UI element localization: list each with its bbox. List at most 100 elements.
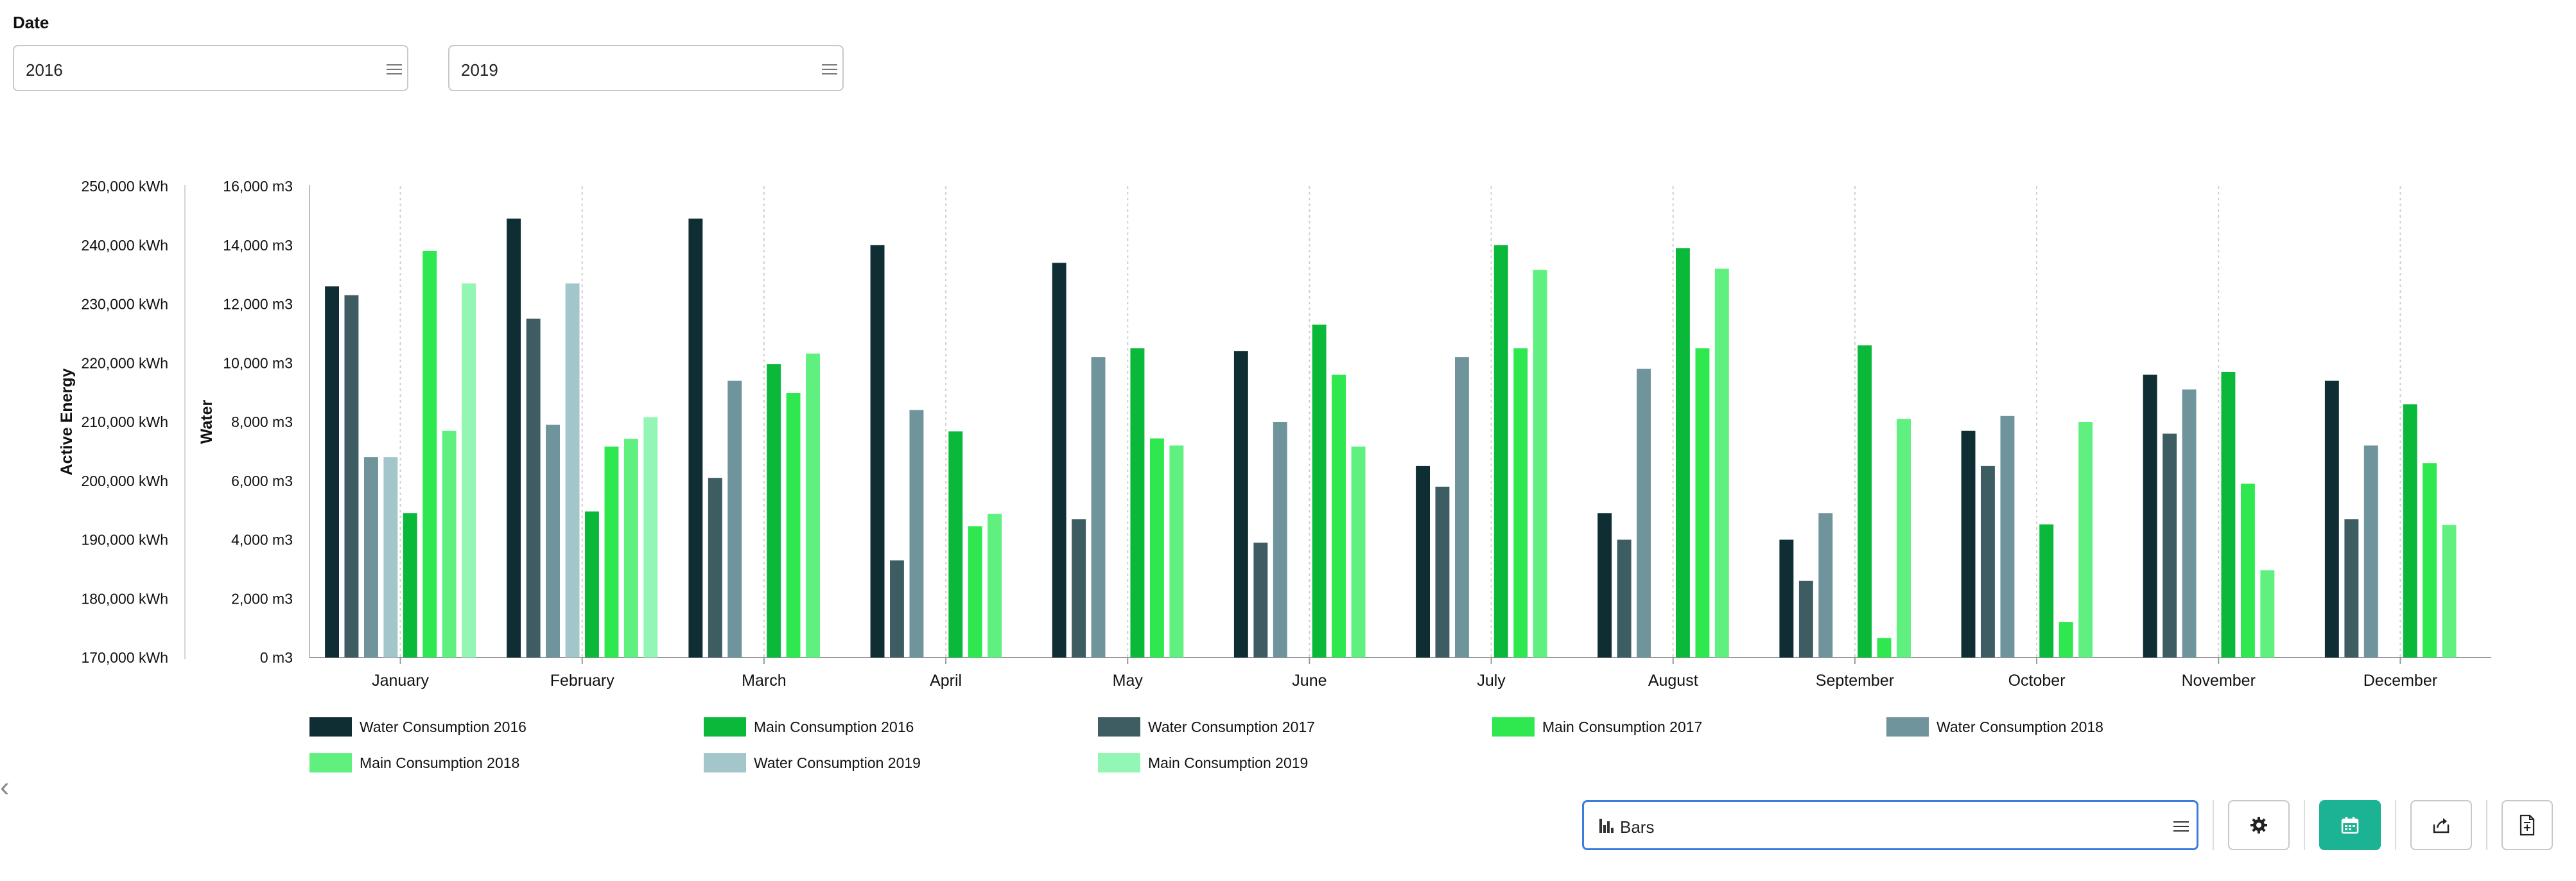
bar <box>2260 570 2275 658</box>
bar <box>1779 539 1794 658</box>
menu-icon <box>2173 821 2189 832</box>
bar <box>585 511 599 658</box>
legend-label: Main Consumption 2017 <box>1542 718 1703 735</box>
bar <box>2363 445 2378 658</box>
legend-label: Main Consumption 2018 <box>360 754 520 771</box>
energy-tick-label: 230,000 kWh <box>81 296 168 313</box>
legend-item[interactable]: Main Consumption 2017 <box>1492 714 1702 740</box>
bar <box>2442 525 2457 658</box>
bar <box>1351 446 1366 658</box>
legend-item[interactable]: Water Consumption 2018 <box>1886 714 2103 740</box>
bar <box>2324 380 2339 658</box>
water-axis-title: Water <box>198 399 216 444</box>
bar <box>1233 351 1248 658</box>
bar <box>1169 445 1184 658</box>
export-button[interactable] <box>2410 800 2472 850</box>
bar <box>1150 438 1164 658</box>
category-label: June <box>1292 672 1327 690</box>
bar <box>806 353 820 658</box>
add-to-report-button[interactable] <box>2502 800 2553 850</box>
legend-label: Water Consumption 2017 <box>1148 718 1315 735</box>
chart-type-select[interactable]: Bars <box>1582 800 2198 850</box>
energy-tick-label: 170,000 kWh <box>81 649 168 666</box>
bar <box>1617 539 1632 658</box>
date-label: Date <box>13 13 49 32</box>
bar <box>1091 357 1106 658</box>
category-label: October <box>2008 672 2066 690</box>
category-label: July <box>1477 672 1506 690</box>
legend-label: Main Consumption 2016 <box>754 718 914 735</box>
consumption-bar-chart: 250,000 kWh 16,000 m3 240,000 kWh 14,000 m3… <box>58 178 2491 690</box>
bar <box>1416 466 1430 658</box>
bar <box>1637 369 1651 658</box>
legend-item[interactable]: Water Consumption 2016 <box>309 714 527 740</box>
bar <box>1493 245 1508 658</box>
bar <box>2000 415 2015 658</box>
bar <box>1052 263 1066 658</box>
category-label: November <box>2182 672 2256 690</box>
bar <box>708 478 722 658</box>
legend-swatch <box>309 753 352 772</box>
bar <box>526 318 541 658</box>
chart-legend: Water Consumption 2016 Main Consumption 2… <box>309 714 2493 791</box>
legend-swatch <box>704 753 746 772</box>
bar <box>1435 486 1450 658</box>
bar <box>442 430 457 658</box>
bar <box>643 417 658 658</box>
legend-item[interactable]: Water Consumption 2017 <box>1098 714 1315 740</box>
bar <box>623 439 638 658</box>
water-tick-label: 10,000 m3 <box>223 354 293 371</box>
legend-label: Water Consumption 2016 <box>360 718 527 735</box>
chevron-left-icon[interactable]: ‹ <box>0 771 10 803</box>
start-year-select[interactable]: 2016 <box>13 45 408 91</box>
category-label: March <box>742 672 786 690</box>
bar <box>968 526 982 658</box>
bar <box>383 457 398 658</box>
legend-item[interactable]: Main Consumption 2019 <box>1098 750 1308 776</box>
bar <box>727 380 742 658</box>
bar <box>1858 345 1872 658</box>
bar <box>1676 248 1690 658</box>
settings-button[interactable] <box>2228 800 2290 850</box>
legend-item[interactable]: Main Consumption 2016 <box>704 714 914 740</box>
legend-label: Water Consumption 2019 <box>754 754 921 771</box>
bar <box>2423 463 2437 658</box>
water-tick-label: 0 m3 <box>260 649 293 666</box>
end-year-select[interactable]: 2019 <box>448 45 844 91</box>
share-icon <box>2433 818 2450 833</box>
bar <box>2241 484 2255 658</box>
energy-tick-label: 250,000 kWh <box>81 178 168 195</box>
bar <box>1533 270 1547 658</box>
calendar-icon <box>2341 817 2359 834</box>
water-tick-label: 12,000 m3 <box>223 296 293 313</box>
legend-label: Main Consumption 2019 <box>1148 754 1309 771</box>
bar <box>1695 348 1710 658</box>
water-tick-label: 6,000 m3 <box>231 473 293 489</box>
bar <box>1961 430 1976 658</box>
bar <box>2058 622 2073 658</box>
category-label: December <box>2363 672 2437 690</box>
category-label: May <box>1113 672 1144 690</box>
bar <box>890 560 904 658</box>
energy-tick-label: 240,000 kWh <box>81 237 168 254</box>
water-tick-label: 16,000 m3 <box>223 178 293 195</box>
legend-item[interactable]: Main Consumption 2018 <box>309 750 519 776</box>
legend-swatch <box>704 717 746 737</box>
bar <box>1513 348 1528 658</box>
bar <box>2182 389 2197 658</box>
chart-type-value: Bars <box>1620 817 1655 837</box>
legend-item[interactable]: Water Consumption 2019 <box>704 750 921 776</box>
bar <box>325 286 339 658</box>
water-tick-label: 8,000 m3 <box>231 414 293 430</box>
bar <box>2039 524 2054 658</box>
energy-tick-label: 210,000 kWh <box>81 414 168 430</box>
bar <box>1981 466 1995 658</box>
calendar-button[interactable] <box>2319 800 2381 850</box>
bar <box>688 218 703 658</box>
bar <box>1877 638 1892 658</box>
bar <box>344 295 359 658</box>
bar <box>364 457 378 658</box>
bar <box>1897 419 1911 658</box>
energy-tick-label: 180,000 kWh <box>81 590 168 607</box>
legend-swatch <box>1492 717 1535 737</box>
